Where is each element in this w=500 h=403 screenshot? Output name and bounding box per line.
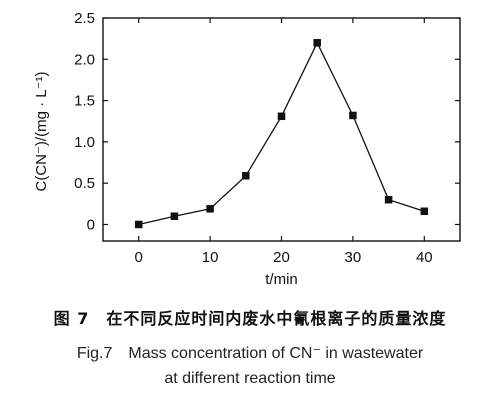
y-tick-label: 0 (87, 216, 95, 233)
data-point (170, 212, 179, 220)
data-point (420, 207, 429, 216)
x-axis-title: t/min (265, 271, 298, 288)
data-point (206, 205, 214, 213)
y-tick-label: 1.5 (74, 93, 95, 110)
data-points (134, 39, 429, 229)
y-tick-label: 0.5 (74, 175, 95, 192)
y-tick-label: 2.5 (74, 10, 95, 27)
data-point (313, 39, 321, 47)
x-tick-label: 0 (135, 249, 143, 266)
figure-caption-english-line1: Fig.7 Mass concentration of CN⁻ in waste… (76, 345, 424, 362)
data-point (349, 111, 357, 120)
axis-ticks: 0 10 20 30 40 0 0.5 1.0 1.5 2.0 2.5 (74, 10, 460, 266)
x-tick-label: 40 (416, 249, 433, 266)
y-tick-label: 1.0 (74, 134, 95, 151)
x-tick-label: 30 (345, 249, 362, 266)
data-point (242, 172, 250, 180)
data-point (134, 220, 143, 229)
figure-caption-english-line2: at different reaction time (164, 370, 336, 387)
plot-frame (102, 17, 461, 242)
data-point (277, 112, 286, 121)
figure-caption-chinese: 图 7 在不同反应时间内废水中氰根离子的质量浓度 (53, 309, 447, 328)
y-axis-title: C(CN⁻)/(mg · L⁻¹) (33, 72, 50, 192)
line-chart: 0 10 20 30 40 0 0.5 1.0 1.5 2.0 2.5 t/min C(CN⁻)/(… (33, 10, 461, 288)
data-point (384, 195, 393, 204)
x-tick-label: 10 (202, 249, 219, 266)
x-tick-label: 20 (273, 249, 290, 266)
y-tick-label: 2.0 (74, 51, 95, 68)
series-line (138, 41, 425, 226)
